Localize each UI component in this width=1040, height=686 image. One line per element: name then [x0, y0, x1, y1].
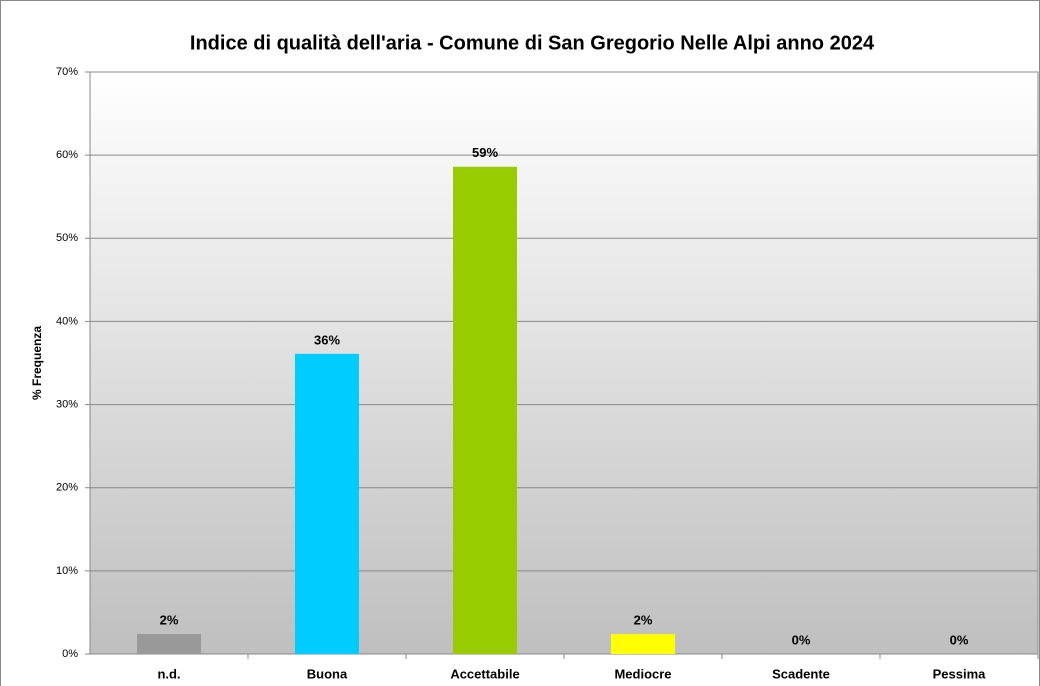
y-tick-label: 40% [56, 315, 78, 327]
bar [295, 353, 359, 654]
value-label: 0% [950, 632, 969, 647]
value-label: 2% [160, 612, 179, 627]
y-tick-label: 70% [56, 66, 78, 78]
x-tick-label: Buona [307, 666, 348, 681]
x-tick-label: Accettabile [450, 666, 519, 681]
y-tick-label: 10% [56, 565, 78, 577]
value-label: 59% [472, 145, 498, 160]
chart-title: Indice di qualità dell'aria - Comune di … [190, 32, 875, 54]
y-tick-label: 60% [56, 149, 78, 161]
value-label: 0% [792, 632, 811, 647]
value-label: 36% [314, 332, 340, 347]
y-tick-label: 50% [56, 232, 78, 244]
bar [137, 634, 201, 654]
plot-area [89, 71, 1039, 655]
x-tick-label: Mediocre [614, 666, 671, 681]
x-tick-label: n.d. [157, 666, 180, 681]
y-tick-label: 0% [62, 648, 78, 660]
bar [453, 166, 517, 655]
y-tick-label: 30% [56, 398, 78, 410]
y-tick-label: 20% [56, 482, 78, 494]
value-label: 2% [634, 612, 653, 627]
x-tick-label: Pessima [933, 666, 987, 681]
x-tick-label: Scadente [772, 666, 830, 681]
y-axis-label: % Frequenza [30, 326, 44, 400]
bar [611, 634, 675, 654]
